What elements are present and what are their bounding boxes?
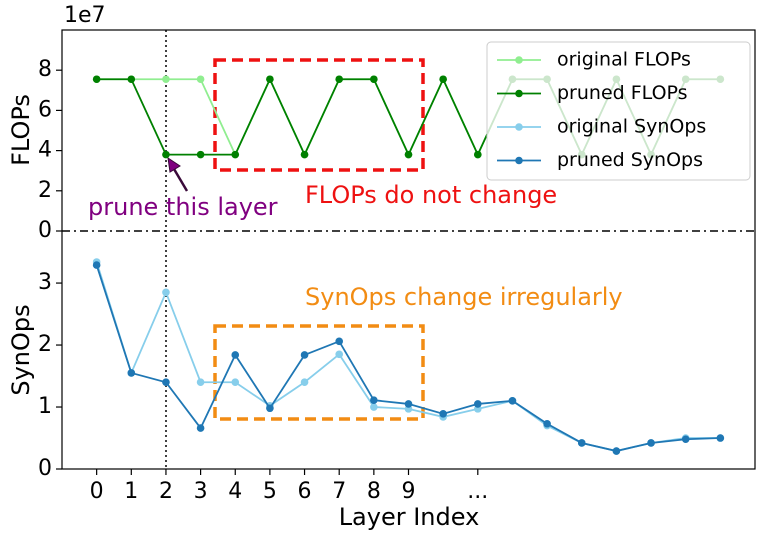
point (92, 75, 101, 84)
x-tick-label: 6 (298, 479, 312, 504)
x-tick-label: 7 (332, 479, 346, 504)
point (370, 403, 378, 411)
x-tick-label: 9 (402, 479, 416, 504)
legend-marker (515, 89, 523, 98)
offset-label: 1e7 (64, 3, 106, 28)
point (404, 150, 413, 159)
point (647, 439, 655, 447)
point (300, 150, 309, 159)
annotation: SynOps change irregularly (305, 283, 623, 311)
legend-label: pruned FLOPs (557, 82, 688, 104)
point (127, 75, 136, 84)
x-tick-label: ... (467, 479, 488, 504)
legend-label: original FLOPs (557, 49, 691, 71)
x-tick-label: 0 (90, 479, 104, 504)
point (543, 419, 551, 428)
y-axis-label: FLOPs (7, 94, 35, 166)
y-tick-label: 2 (38, 332, 52, 357)
point (162, 378, 170, 387)
x-tick-label: 4 (228, 479, 242, 504)
x-axis-label: Layer Index (339, 503, 480, 531)
legend-marker (515, 56, 523, 64)
point (300, 378, 309, 387)
y-tick-label: 2 (38, 178, 52, 203)
point (231, 150, 240, 159)
point (162, 150, 170, 159)
point (681, 435, 690, 444)
y-tick-label: 8 (38, 57, 52, 82)
synops-box (213, 324, 425, 421)
y-tick-label: 1 (38, 394, 52, 419)
point (612, 447, 621, 455)
point (266, 75, 274, 84)
x-tick-label: 3 (194, 479, 208, 504)
point (335, 75, 344, 84)
point (196, 150, 205, 159)
y-tick-label: 4 (38, 138, 52, 163)
point (577, 439, 586, 447)
point (716, 434, 725, 442)
point (231, 351, 240, 359)
point (370, 396, 378, 405)
annotation: prune this layer (88, 193, 278, 221)
arrow (172, 168, 189, 192)
point (127, 369, 136, 377)
point (196, 378, 205, 387)
legend-label: pruned SynOps (557, 149, 703, 171)
point (404, 400, 413, 408)
y-axis-label: SynOps (7, 304, 35, 395)
point (474, 150, 482, 159)
x-tick-label: 2 (159, 479, 173, 504)
annotation: FLOPs do not change (305, 181, 557, 209)
point (196, 75, 205, 84)
point (231, 378, 240, 387)
point (370, 75, 378, 84)
point (300, 351, 309, 359)
point (266, 404, 274, 413)
legend-marker (515, 156, 523, 165)
point (162, 288, 170, 297)
y-tick-label: 0 (38, 218, 52, 243)
point (439, 410, 447, 418)
legend-box (486, 41, 751, 181)
point (92, 261, 101, 269)
x-tick-label: 5 (263, 479, 277, 504)
point (508, 397, 517, 405)
y-tick-label: 6 (38, 97, 52, 122)
point (162, 75, 170, 84)
point (196, 424, 205, 432)
arrow-head (167, 156, 181, 173)
flops-box (213, 58, 425, 172)
legend-marker (515, 123, 523, 131)
point (439, 75, 447, 84)
point (335, 337, 344, 346)
y-tick-label: 3 (38, 270, 52, 295)
point (474, 400, 482, 408)
point (335, 350, 344, 359)
y-tick-label: 0 (38, 456, 52, 481)
x-tick-label: 8 (367, 479, 381, 504)
legend-label: original SynOps (557, 116, 706, 138)
x-tick-label: 1 (124, 479, 138, 504)
